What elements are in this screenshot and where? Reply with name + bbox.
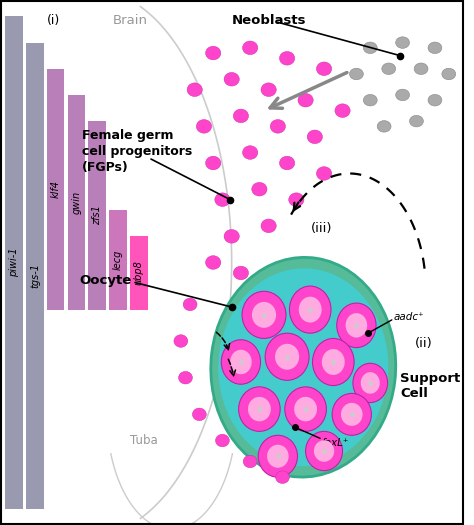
Ellipse shape <box>174 335 188 348</box>
Ellipse shape <box>280 51 295 65</box>
Ellipse shape <box>224 229 239 243</box>
Bar <box>47 69 64 310</box>
Ellipse shape <box>206 46 221 60</box>
Ellipse shape <box>233 109 248 123</box>
Ellipse shape <box>258 435 298 477</box>
Text: klf4: klf4 <box>51 180 61 198</box>
Ellipse shape <box>332 393 372 435</box>
Ellipse shape <box>243 41 258 55</box>
Bar <box>68 95 85 310</box>
Ellipse shape <box>206 256 221 269</box>
Ellipse shape <box>299 297 322 322</box>
Text: Support
Cell: Support Cell <box>400 372 461 401</box>
Ellipse shape <box>312 339 354 385</box>
Ellipse shape <box>252 182 267 196</box>
Ellipse shape <box>317 62 332 76</box>
Ellipse shape <box>243 455 257 468</box>
Ellipse shape <box>294 397 317 422</box>
Ellipse shape <box>337 303 376 348</box>
Text: (i): (i) <box>47 14 61 27</box>
Ellipse shape <box>285 387 327 432</box>
Ellipse shape <box>382 63 396 75</box>
Ellipse shape <box>307 130 322 144</box>
Text: zfs1: zfs1 <box>92 205 102 225</box>
Text: (ii): (ii) <box>414 337 432 350</box>
Ellipse shape <box>364 94 377 106</box>
Text: gwin: gwin <box>72 191 82 214</box>
Ellipse shape <box>218 268 388 466</box>
Ellipse shape <box>230 350 252 374</box>
Ellipse shape <box>179 371 192 384</box>
Ellipse shape <box>428 94 442 106</box>
Ellipse shape <box>364 42 377 54</box>
Ellipse shape <box>346 313 367 338</box>
Ellipse shape <box>206 156 221 170</box>
Ellipse shape <box>211 257 396 477</box>
Ellipse shape <box>306 432 343 470</box>
Ellipse shape <box>341 403 363 426</box>
Ellipse shape <box>280 156 295 170</box>
Bar <box>109 210 127 310</box>
Ellipse shape <box>270 120 285 133</box>
Ellipse shape <box>265 333 309 380</box>
Ellipse shape <box>187 83 202 97</box>
Ellipse shape <box>289 193 304 206</box>
Ellipse shape <box>242 291 286 339</box>
Ellipse shape <box>335 104 350 118</box>
Ellipse shape <box>261 83 276 97</box>
Text: Female germ
cell progenitors
(FGPs): Female germ cell progenitors (FGPs) <box>82 129 192 174</box>
Ellipse shape <box>243 146 258 160</box>
Bar <box>26 43 44 509</box>
Text: Tuba: Tuba <box>130 434 158 447</box>
Ellipse shape <box>224 72 239 86</box>
Text: piwi-1: piwi-1 <box>9 248 19 277</box>
Ellipse shape <box>275 471 290 484</box>
Ellipse shape <box>314 440 334 462</box>
Bar <box>5 16 23 509</box>
Text: ubp8: ubp8 <box>134 260 144 286</box>
Ellipse shape <box>298 93 313 107</box>
Ellipse shape <box>183 298 197 311</box>
Ellipse shape <box>322 349 345 375</box>
Ellipse shape <box>252 302 276 328</box>
Ellipse shape <box>361 372 380 394</box>
Ellipse shape <box>349 68 364 80</box>
Text: foxL⁺: foxL⁺ <box>322 438 349 448</box>
Ellipse shape <box>275 344 299 370</box>
Bar <box>89 121 106 310</box>
Ellipse shape <box>414 63 428 75</box>
Text: Oocyte: Oocyte <box>79 275 131 287</box>
Ellipse shape <box>428 42 442 54</box>
Ellipse shape <box>442 68 456 80</box>
Ellipse shape <box>261 219 276 233</box>
Text: (iii): (iii) <box>311 222 332 235</box>
Ellipse shape <box>192 408 206 421</box>
Ellipse shape <box>353 363 388 403</box>
Bar <box>130 236 147 310</box>
Ellipse shape <box>267 445 289 468</box>
Text: Brain: Brain <box>112 14 147 27</box>
Text: aadc⁺: aadc⁺ <box>393 312 424 322</box>
Ellipse shape <box>215 193 230 206</box>
Text: lecg: lecg <box>113 250 123 270</box>
Ellipse shape <box>410 116 423 127</box>
Ellipse shape <box>196 120 211 133</box>
Text: Neoblasts: Neoblasts <box>232 14 306 27</box>
Ellipse shape <box>216 434 229 447</box>
Ellipse shape <box>290 286 331 333</box>
Ellipse shape <box>396 37 410 48</box>
Ellipse shape <box>233 266 248 280</box>
Ellipse shape <box>248 397 271 422</box>
Ellipse shape <box>396 89 410 101</box>
Ellipse shape <box>377 121 391 132</box>
Ellipse shape <box>221 340 261 384</box>
Text: tgs-1: tgs-1 <box>30 263 40 288</box>
Ellipse shape <box>317 166 332 180</box>
Ellipse shape <box>238 387 280 432</box>
